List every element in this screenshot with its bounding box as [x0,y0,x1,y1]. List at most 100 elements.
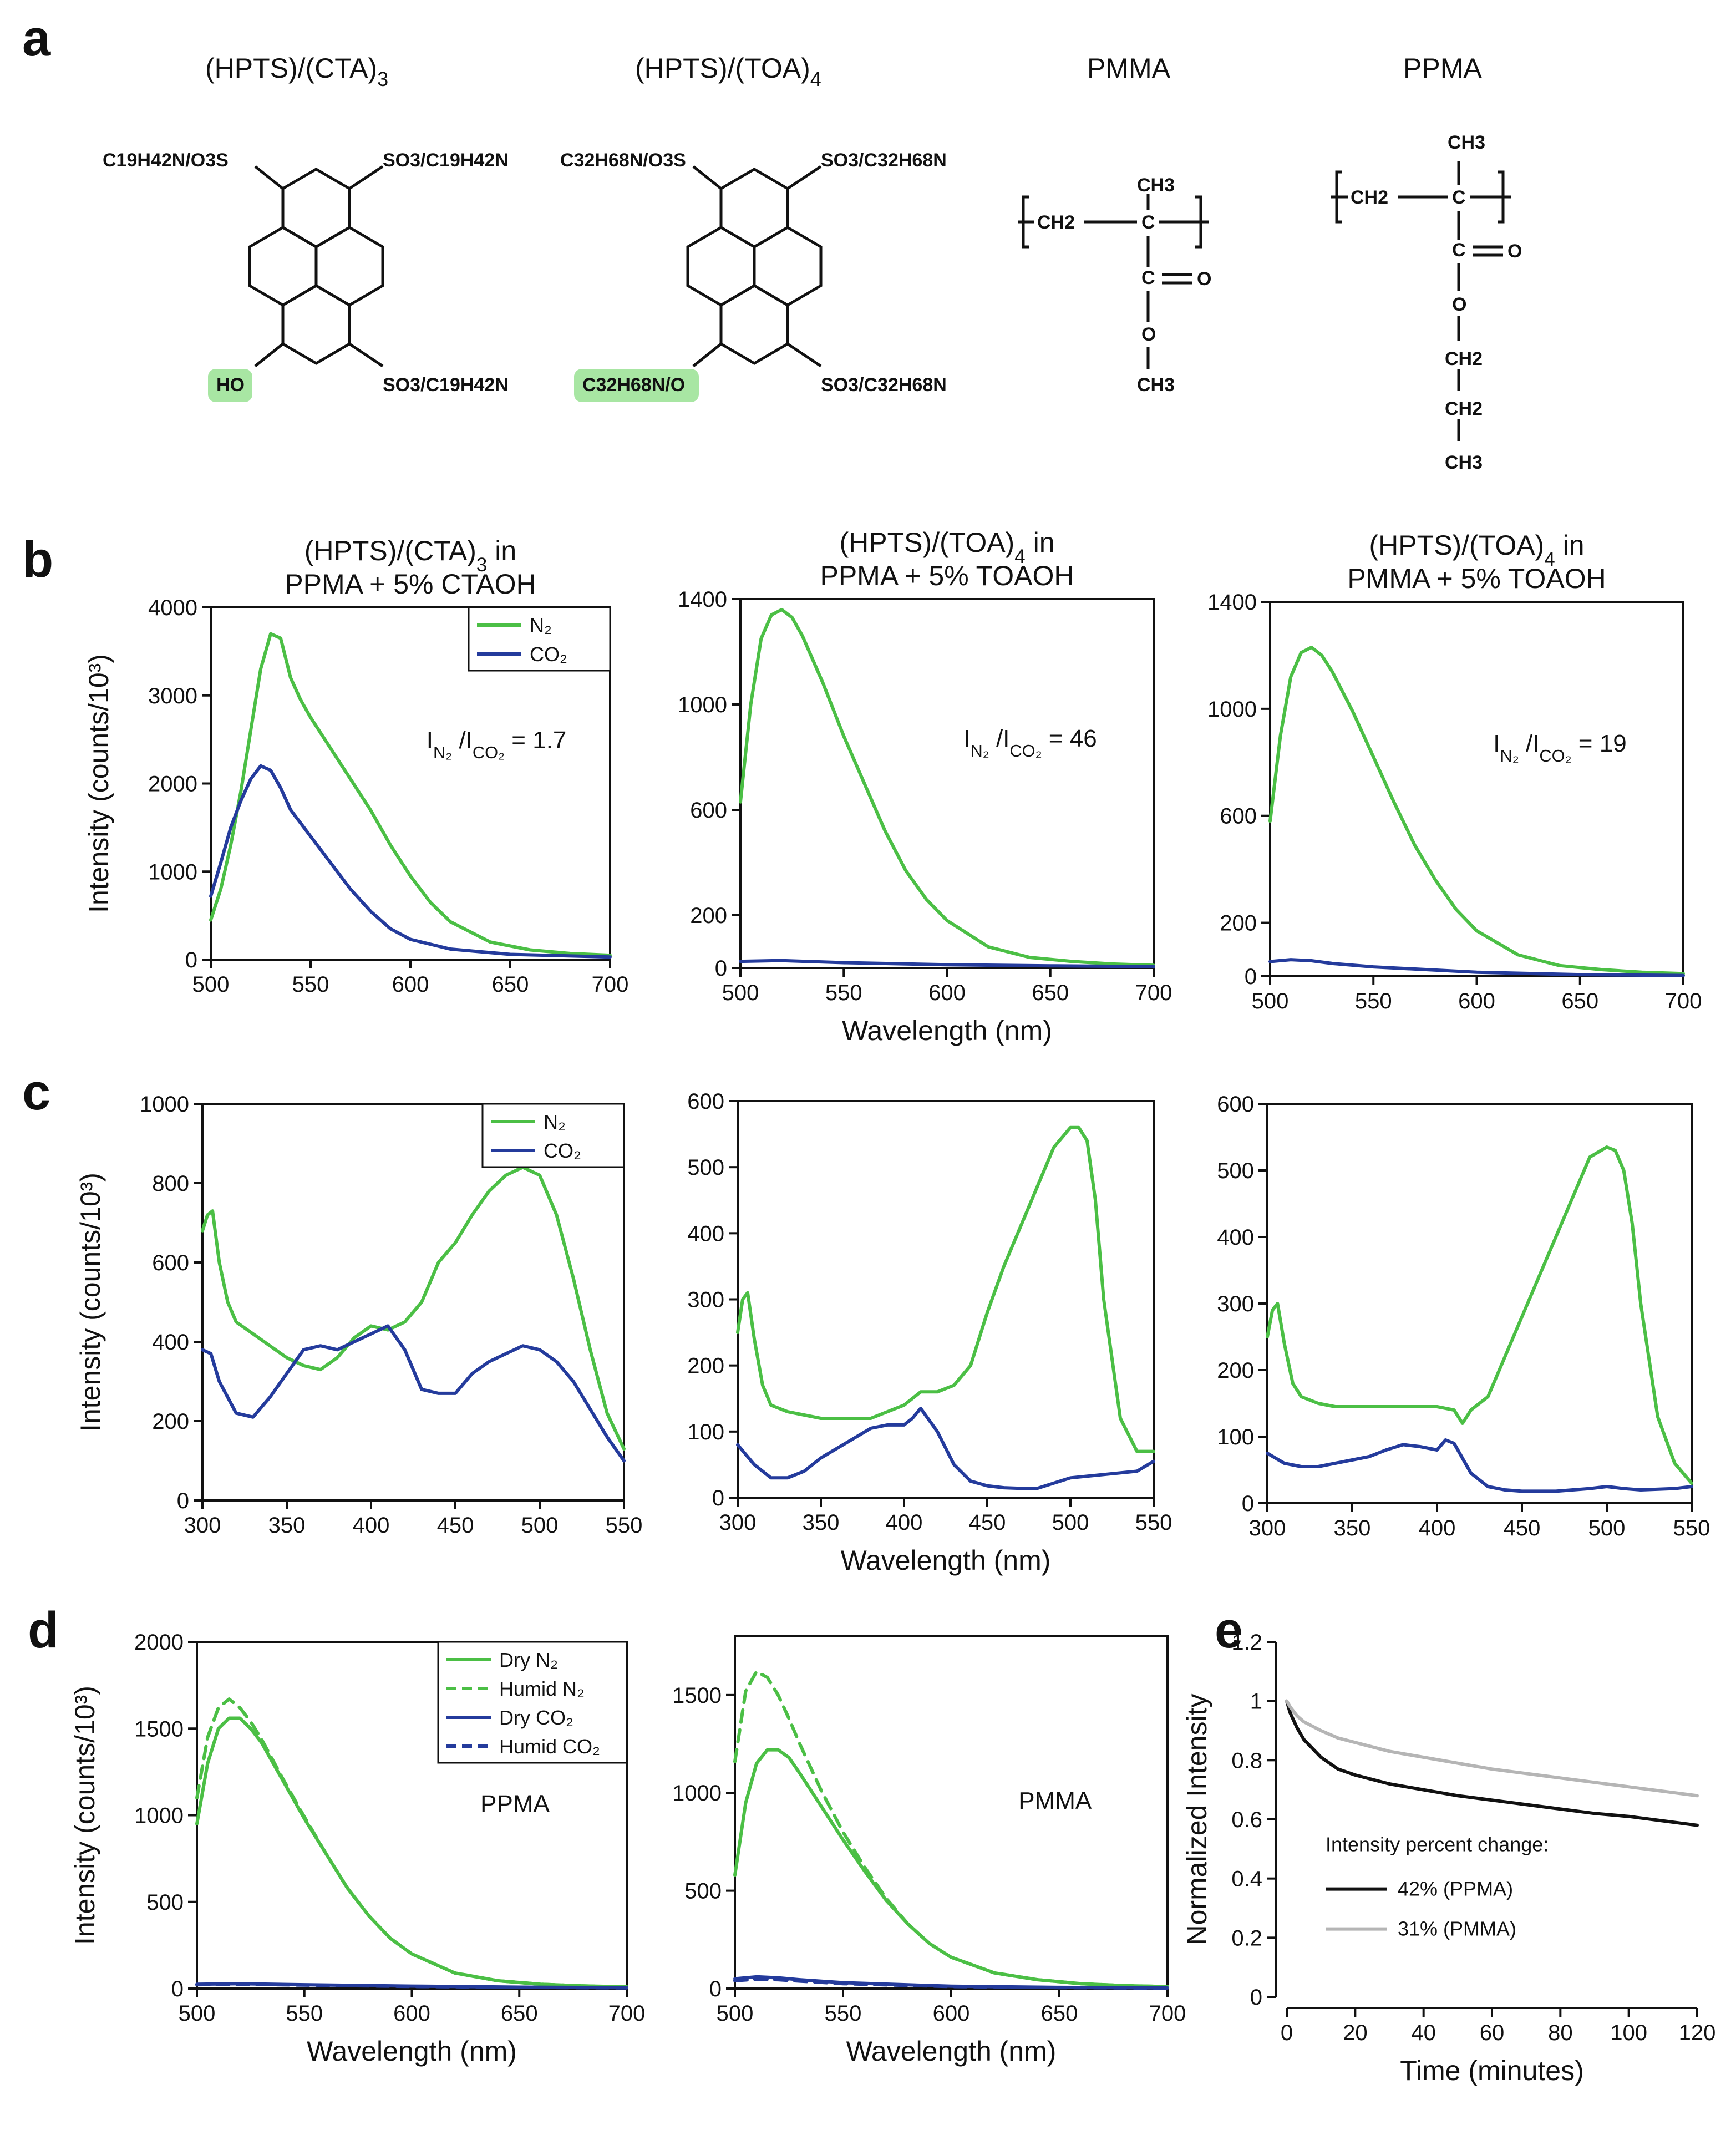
substituent-s1-bottom-left: HO [216,374,245,395]
structure-name-hpts-toa: (HPTS)/(TOA)4 [635,53,821,90]
plot-frame [201,1103,625,1502]
y-tick-label: 0.4 [1231,1867,1262,1891]
x-tick-label: 550 [1135,1510,1172,1535]
oh-highlight [208,369,252,402]
y-tick-label: 500 [687,1155,724,1180]
pmma-ch3-top: CH3 [1137,175,1175,196]
y-tick-label: 0 [1242,1492,1254,1516]
x-tick-label: 600 [1458,989,1495,1013]
y-tick-label: 1500 [134,1717,184,1741]
x-tick-label: 40 [1411,2021,1436,2045]
y-tick-label: 300 [1217,1292,1254,1316]
x-tick-label: 350 [803,1510,840,1535]
plot-frame [739,598,1155,969]
legend: N₂ CO₂ [468,606,611,672]
y-tick-label: 0 [1250,1985,1262,2010]
x-tick-label: 350 [1334,1516,1371,1540]
y-tick-label: 1000 [140,1092,189,1117]
series-line-n- [209,632,612,957]
x-tick-label: 650 [1041,2001,1078,2026]
chart-e: 0 20 40 60 80 100 120 0 0.2 0.4 0.6 0.8 1 1.2 Time (mi… [1181,1630,1715,2086]
series-line-co- [739,959,1155,968]
x-tick-label: 500 [521,1513,559,1538]
series-line-humid-n- [195,1697,628,1989]
y-tick-label: 600 [1220,804,1257,829]
legend-box [468,606,611,672]
plot-frame [1266,1103,1693,1504]
series-line-co- [201,1324,626,1463]
y-tick-label: 600 [687,1089,724,1114]
pmma-ch2: CH2 [1037,212,1075,233]
chart-title-line-2: PMMA + 5% TOAOH [1347,563,1606,594]
y-tick-label: 600 [690,798,727,823]
series-line-n- [736,1125,1155,1453]
chart-b3: 500 550 600 650 700 0 200 600 1000 1400 (HPTS)/(TO… [1207,530,1702,1013]
structure-name-hpts-cta: (HPTS)/(CTA)3 [205,53,388,90]
legend-entry: CO₂ [530,643,567,666]
series-line-co- [1266,1438,1693,1493]
y-tick-label: 1400 [1207,590,1257,615]
x-tick-label: 550 [286,2001,323,2026]
x-tick-label: 500 [179,2001,216,2026]
series-line-dry-n- [733,1748,1169,1989]
legend-entry: 42% (PPMA) [1398,1878,1513,1900]
y-tick-label: 1000 [678,693,727,717]
x-tick-label: 300 [719,1510,757,1535]
structure-name-pmma: PMMA [1087,53,1171,84]
ppma-o-carbonyl: O [1507,241,1522,262]
x-tick-label: 20 [1343,2021,1368,2045]
x-tick-label: 400 [1419,1516,1456,1540]
chart-d1: 500 550 600 650 7000500100015002000Wavelengt… [69,1630,645,2067]
y-tick-label: 200 [690,904,727,928]
intensity-ratio-annotation: IN₂ /ICO₂ = 46 [963,725,1097,760]
pyrene-ring-1 [248,165,384,368]
x-axis-label: Time (minutes) [1400,2055,1584,2086]
x-tick-label: 0 [1281,2021,1293,2045]
legend-title: Intensity percent change: [1326,1833,1549,1856]
y-tick-label: 0 [709,1977,722,2001]
x-tick-label: 500 [1052,1510,1089,1535]
x-tick-label: 300 [184,1513,221,1538]
y-tick-label: 400 [1217,1225,1254,1250]
ppma-ch2: CH2 [1351,187,1388,208]
y-tick-label: 500 [684,1879,722,1904]
substituent-s2-top-right: SO3/C32H68N [821,150,947,171]
x-tick-label: 500 [192,972,230,997]
x-tick-label: 650 [1561,989,1598,1013]
x-tick-label: 550 [606,1513,643,1538]
y-tick-label: 200 [1217,1358,1254,1383]
series-line-co- [1268,958,1685,977]
y-tick-label: 600 [152,1251,189,1275]
series-line-co- [209,764,612,959]
x-tick-label: 700 [608,2001,646,2026]
y-tick-label: 1000 [672,1781,722,1806]
legend-entry: N₂ [544,1110,566,1133]
x-tick-label: 500 [1588,1516,1626,1540]
series-line-humid-co- [195,1982,628,1990]
y-tick-label: 0 [715,956,727,981]
y-tick-label: 100 [687,1420,724,1444]
y-tick-label: 200 [687,1354,724,1378]
ppma-ch3-end: CH3 [1445,452,1483,473]
legend-entry: Dry CO₂ [499,1706,573,1729]
y-tick-label: 100 [1217,1425,1254,1449]
pmma-c-backbone: C [1141,212,1155,233]
y-axis-label: Normalized Intensity [1181,1694,1212,1945]
legend: Intensity percent change: 42% (PPMA) 31% (… [1326,1833,1549,1940]
legend-entry: N₂ [530,614,552,637]
chart-b1: 500 550 600 650 700 0 1000 2000 3000 4000 (HPTS)/(… [83,535,628,997]
series-line-42-ppma- [1285,1699,1699,1827]
x-tick-label: 600 [392,972,429,997]
substituent-s2-bottom-left: C32H68N/O [582,374,685,395]
x-tick-label: 650 [501,2001,538,2026]
legend-entry: Dry N₂ [499,1649,558,1671]
polymer-annotation: PMMA [1018,1787,1092,1814]
series-line-n- [1268,646,1685,976]
x-tick-label: 120 [1679,2021,1716,2045]
x-axis-label: Wavelength (nm) [841,1545,1051,1576]
legend-box [481,1103,625,1168]
substituent-s1-bottom-right: SO3/C19H42N [383,374,509,395]
x-tick-label: 550 [1673,1516,1710,1540]
chart-title-line-1: (HPTS)/(TOA)4 in [1369,530,1584,570]
